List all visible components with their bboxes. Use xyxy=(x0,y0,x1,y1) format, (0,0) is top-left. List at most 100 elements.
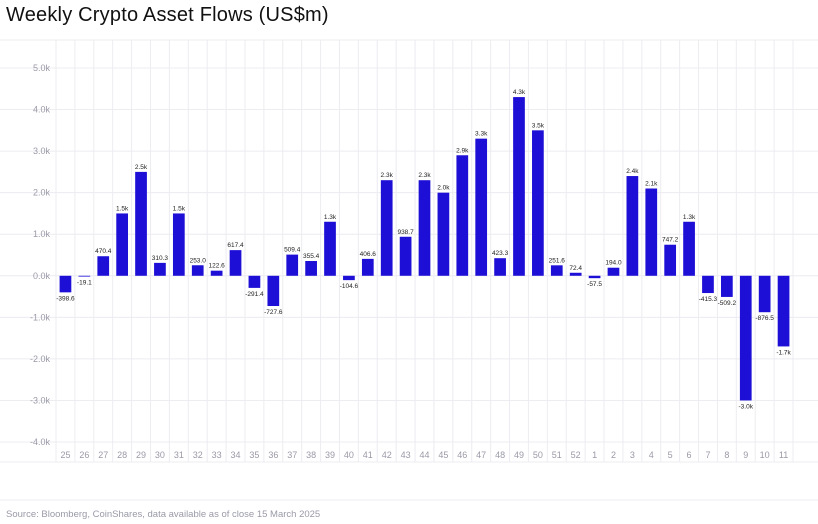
bar-week-47 xyxy=(475,138,488,276)
x-tick-label: 47 xyxy=(476,450,486,460)
bar-week-1 xyxy=(588,275,601,279)
x-tick-label: 44 xyxy=(419,450,429,460)
bar-week-35 xyxy=(248,275,261,288)
bar-week-6 xyxy=(683,221,695,276)
bar-week-44 xyxy=(418,180,431,276)
bar-week-49 xyxy=(513,97,525,276)
x-tick-label: 49 xyxy=(514,450,524,460)
data-label: 2.0k xyxy=(437,185,450,192)
x-tick-label: 32 xyxy=(193,450,203,460)
bar-week-37 xyxy=(286,254,299,276)
x-tick-label: 51 xyxy=(552,450,562,460)
x-tick-label: 25 xyxy=(60,450,70,460)
x-tick-label: 46 xyxy=(457,450,467,460)
bar-week-9 xyxy=(739,275,752,401)
data-label: -19.1 xyxy=(77,280,92,287)
data-label: 355.4 xyxy=(303,253,320,260)
y-tick-label: -2.0k xyxy=(30,354,51,364)
source-note: Source: Bloomberg, CoinShares, data avai… xyxy=(6,509,321,520)
bar-week-52 xyxy=(569,272,582,276)
x-tick-label: 52 xyxy=(571,450,581,460)
data-label: 509.4 xyxy=(284,247,301,254)
bar-week-41 xyxy=(361,258,374,276)
x-tick-label: 36 xyxy=(268,450,278,460)
y-tick-label: 1.0k xyxy=(33,229,51,239)
bar-week-51 xyxy=(550,265,563,276)
bar-week-34 xyxy=(229,250,242,276)
x-tick-label: 5 xyxy=(668,450,673,460)
x-tick-label: 33 xyxy=(212,450,222,460)
data-label: 470.4 xyxy=(95,248,112,255)
bar-week-30 xyxy=(154,262,166,276)
bar-week-42 xyxy=(380,180,393,276)
bar-week-10 xyxy=(758,275,771,313)
x-tick-label: 39 xyxy=(325,450,335,460)
x-tick-label: 50 xyxy=(533,450,543,460)
x-tick-label: 40 xyxy=(344,450,354,460)
bar-week-39 xyxy=(324,221,336,276)
bar-week-46 xyxy=(456,155,469,276)
x-tick-label: 7 xyxy=(705,450,710,460)
bar-week-29 xyxy=(135,171,147,276)
bar-week-40 xyxy=(343,275,355,281)
x-tick-label: 28 xyxy=(117,450,127,460)
data-label: -291.4 xyxy=(245,291,264,298)
data-label: -1.7k xyxy=(776,349,791,356)
bar-week-38 xyxy=(305,261,317,276)
bar-week-31 xyxy=(172,213,185,276)
data-label: 2.9k xyxy=(456,147,469,154)
data-label: 2.3k xyxy=(381,172,394,179)
y-tick-label: 3.0k xyxy=(33,146,51,156)
data-label: 122.6 xyxy=(208,263,225,270)
x-tick-label: 31 xyxy=(174,450,184,460)
bar-week-45 xyxy=(437,192,450,276)
data-label: 310.3 xyxy=(152,255,169,262)
bar-week-11 xyxy=(777,275,790,347)
data-label: -104.6 xyxy=(340,283,359,290)
x-tick-label: 45 xyxy=(438,450,448,460)
data-label: -415.3 xyxy=(699,296,718,303)
y-tick-label: -4.0k xyxy=(30,437,51,447)
x-tick-label: 8 xyxy=(724,450,729,460)
data-label: 1.3k xyxy=(324,214,337,221)
data-label: 617.4 xyxy=(227,242,244,249)
x-tick-label: 37 xyxy=(287,450,297,460)
x-tick-label: 29 xyxy=(136,450,146,460)
y-tick-label: 0.0k xyxy=(33,271,51,281)
data-label: -398.6 xyxy=(56,295,75,302)
data-label: 251.6 xyxy=(549,257,566,264)
data-label: -727.6 xyxy=(264,309,283,316)
x-tick-label: 26 xyxy=(79,450,89,460)
bar-week-7 xyxy=(702,275,714,294)
data-label: 2.3k xyxy=(418,172,431,179)
bar-week-3 xyxy=(626,176,639,276)
x-tick-label: 41 xyxy=(363,450,373,460)
x-tick-label: 3 xyxy=(630,450,635,460)
x-tick-label: 1 xyxy=(592,450,597,460)
data-label: 253.0 xyxy=(190,257,207,264)
bar-week-36 xyxy=(267,275,280,307)
bar-week-28 xyxy=(116,213,128,276)
data-label: 4.3k xyxy=(513,89,526,96)
y-tick-label: 2.0k xyxy=(33,188,51,198)
x-tick-label: 6 xyxy=(687,450,692,460)
x-tick-label: 10 xyxy=(760,450,770,460)
chart-title: Weekly Crypto Asset Flows (US$m) xyxy=(6,4,329,26)
data-label: 406.6 xyxy=(360,251,377,258)
data-label: -876.5 xyxy=(755,315,774,322)
x-tick-label: 38 xyxy=(306,450,316,460)
data-label: 3.3k xyxy=(475,131,488,138)
data-label: 2.4k xyxy=(626,168,639,175)
x-tick-label: 4 xyxy=(649,450,654,460)
y-tick-label: -1.0k xyxy=(30,312,51,322)
x-tick-label: 27 xyxy=(98,450,108,460)
x-tick-label: 35 xyxy=(249,450,259,460)
bar-week-4 xyxy=(645,188,658,276)
data-label: 2.1k xyxy=(645,181,658,188)
bar-week-43 xyxy=(399,236,412,276)
data-label: 3.5k xyxy=(532,122,545,129)
bar-week-32 xyxy=(191,265,204,276)
data-label: 1.3k xyxy=(683,214,696,221)
bar-week-8 xyxy=(721,275,733,297)
